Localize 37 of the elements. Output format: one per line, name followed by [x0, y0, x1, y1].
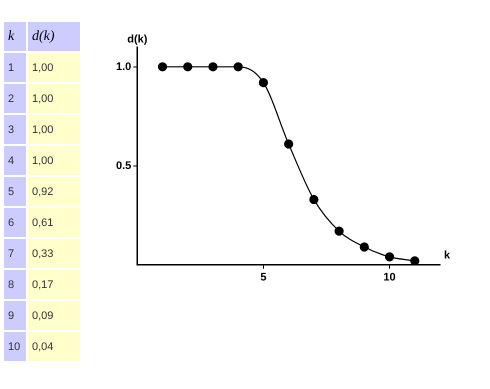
- point: [334, 226, 344, 236]
- text: 6: [4, 208, 26, 237]
- point: [384, 252, 394, 262]
- text: 3: [4, 115, 26, 144]
- text: 2: [4, 84, 26, 113]
- text: 0,17: [28, 270, 80, 299]
- point: [183, 62, 192, 72]
- text: 0,04: [28, 332, 80, 361]
- y-tick-label: 0.5: [116, 160, 132, 172]
- text: 0,33: [28, 239, 80, 268]
- text: 7: [4, 239, 26, 268]
- point: [284, 139, 294, 149]
- text: 1,00: [28, 53, 80, 82]
- point: [360, 242, 369, 252]
- point: [309, 194, 318, 204]
- text: 4: [4, 146, 26, 175]
- point: [258, 78, 268, 88]
- y-tick-label: 1.0: [116, 60, 132, 73]
- text: 1: [4, 53, 26, 82]
- text: 0,61: [28, 208, 80, 237]
- text: 10: [4, 332, 26, 361]
- text: 1,00: [28, 84, 80, 113]
- text: 8: [4, 270, 26, 299]
- text: 1,00: [28, 146, 80, 175]
- text: 1,00: [28, 115, 80, 144]
- text: k: [8, 28, 14, 44]
- text: 9: [4, 301, 26, 330]
- x-axis-title: k: [444, 249, 451, 262]
- text: d(k): [32, 28, 55, 44]
- text: 0,92: [28, 177, 80, 206]
- point: [234, 62, 243, 72]
- y-axis-title: d(k): [127, 34, 148, 46]
- point: [410, 256, 420, 265]
- text: 0,09: [28, 301, 80, 330]
- point: [208, 62, 218, 72]
- point: [158, 62, 168, 72]
- text: 5: [4, 177, 26, 206]
